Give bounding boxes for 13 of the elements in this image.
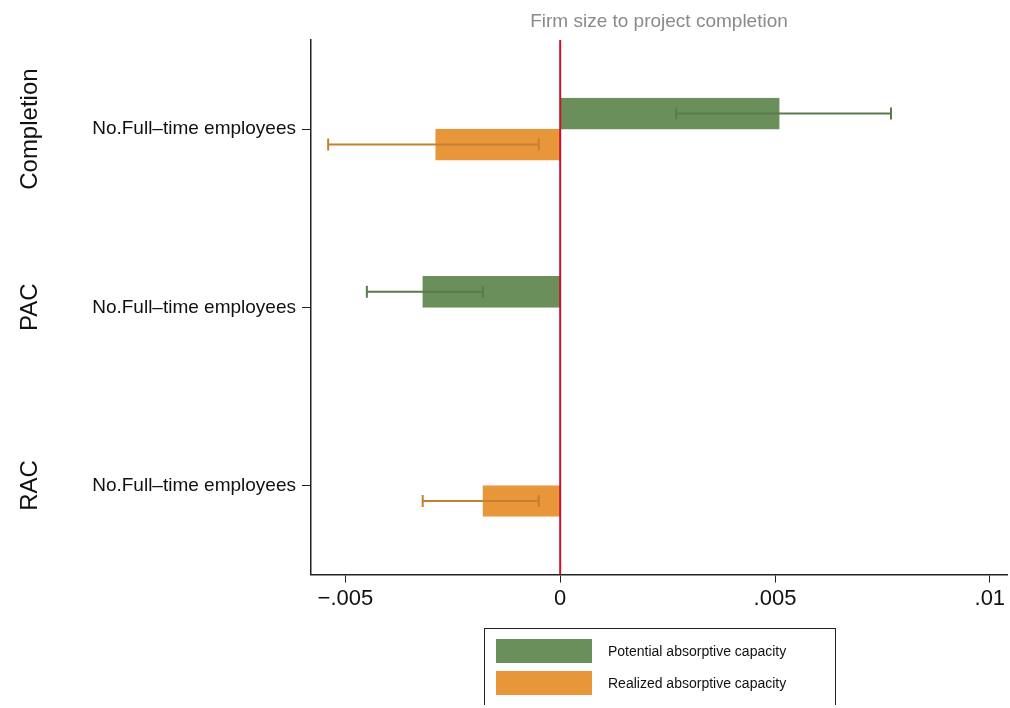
y-tick-label: No.Full–time employees bbox=[92, 473, 296, 495]
text: Potential absorptive capacity bbox=[608, 643, 787, 659]
y-tick-label: No.Full–time employees bbox=[92, 295, 296, 317]
text: PAC bbox=[14, 283, 42, 332]
chart-title: Firm size to project completion bbox=[530, 10, 788, 32]
y-tick-label: No.Full–time employees bbox=[92, 117, 296, 139]
x-tick-label: .005 bbox=[753, 584, 797, 610]
text: RAC bbox=[14, 460, 42, 511]
x-tick-label: .01 bbox=[974, 584, 1006, 610]
x-tick-label: 0 bbox=[554, 584, 567, 610]
text: Realized absorptive capacity bbox=[608, 675, 787, 691]
text: Completion bbox=[14, 68, 42, 190]
x-tick-label: −.005 bbox=[317, 584, 374, 610]
